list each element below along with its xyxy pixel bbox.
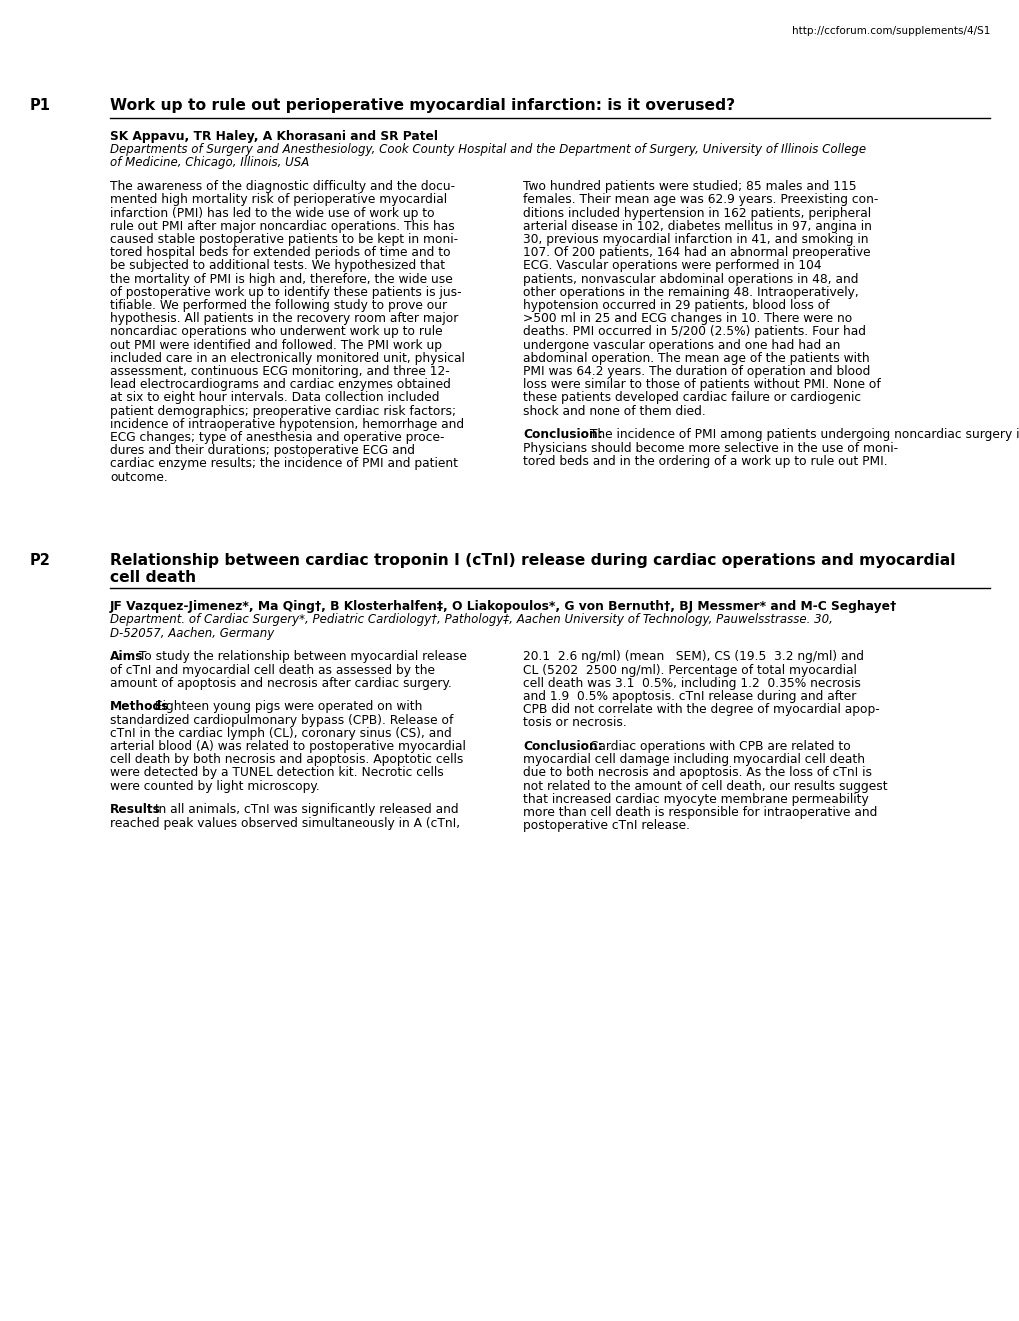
Text: standardized cardiopulmonary bypass (CPB). Release of: standardized cardiopulmonary bypass (CPB… bbox=[110, 713, 452, 727]
Text: patients, nonvascular abdominal operations in 48, and: patients, nonvascular abdominal operatio… bbox=[523, 272, 858, 285]
Text: caused stable postoperative patients to be kept in moni-: caused stable postoperative patients to … bbox=[110, 232, 458, 246]
Text: tored hospital beds for extended periods of time and to: tored hospital beds for extended periods… bbox=[110, 246, 450, 259]
Text: of cTnI and myocardial cell death as assessed by the: of cTnI and myocardial cell death as ass… bbox=[110, 663, 434, 676]
Text: patient demographics; preoperative cardiac risk factors;: patient demographics; preoperative cardi… bbox=[110, 404, 455, 417]
Text: cell death by both necrosis and apoptosis. Apoptotic cells: cell death by both necrosis and apoptosi… bbox=[110, 753, 463, 766]
Text: rule out PMI after major noncardiac operations. This has: rule out PMI after major noncardiac oper… bbox=[110, 219, 454, 232]
Text: ECG changes; type of anesthesia and operative proce-: ECG changes; type of anesthesia and oper… bbox=[110, 431, 444, 444]
Text: http://ccforum.com/supplements/4/S1: http://ccforum.com/supplements/4/S1 bbox=[791, 26, 989, 36]
Text: Work up to rule out perioperative myocardial infarction: is it overused?: Work up to rule out perioperative myocar… bbox=[110, 98, 735, 114]
Text: : To study the relationship between myocardial release: : To study the relationship between myoc… bbox=[131, 650, 467, 663]
Text: 30, previous myocardial infarction in 41, and smoking in: 30, previous myocardial infarction in 41… bbox=[523, 232, 867, 246]
Text: included care in an electronically monitored unit, physical: included care in an electronically monit… bbox=[110, 351, 465, 365]
Text: due to both necrosis and apoptosis. As the loss of cTnI is: due to both necrosis and apoptosis. As t… bbox=[523, 766, 871, 779]
Text: cell death: cell death bbox=[110, 571, 196, 585]
Text: Two hundred patients were studied; 85 males and 115: Two hundred patients were studied; 85 ma… bbox=[523, 180, 856, 193]
Text: CL (5202  2500 ng/ml). Percentage of total myocardial: CL (5202 2500 ng/ml). Percentage of tota… bbox=[523, 663, 856, 676]
Text: not related to the amount of cell death, our results suggest: not related to the amount of cell death,… bbox=[523, 779, 887, 793]
Text: : Cardiac operations with CPB are related to: : Cardiac operations with CPB are relate… bbox=[581, 740, 850, 753]
Text: were counted by light microscopy.: were counted by light microscopy. bbox=[110, 779, 319, 793]
Text: Results: Results bbox=[110, 803, 161, 816]
Text: noncardiac operations who underwent work up to rule: noncardiac operations who underwent work… bbox=[110, 325, 442, 338]
Text: were detected by a TUNEL detection kit. Necrotic cells: were detected by a TUNEL detection kit. … bbox=[110, 766, 443, 779]
Text: out PMI were identified and followed. The PMI work up: out PMI were identified and followed. Th… bbox=[110, 338, 441, 351]
Text: P2: P2 bbox=[30, 553, 51, 568]
Text: incidence of intraoperative hypotension, hemorrhage and: incidence of intraoperative hypotension,… bbox=[110, 417, 464, 431]
Text: ECG. Vascular operations were performed in 104: ECG. Vascular operations were performed … bbox=[523, 259, 821, 272]
Text: Methods: Methods bbox=[110, 700, 169, 713]
Text: hypothesis. All patients in the recovery room after major: hypothesis. All patients in the recovery… bbox=[110, 312, 458, 325]
Text: Relationship between cardiac troponin I (cTnI) release during cardiac operations: Relationship between cardiac troponin I … bbox=[110, 553, 955, 568]
Text: tosis or necrosis.: tosis or necrosis. bbox=[523, 716, 626, 729]
Text: SK Appavu, TR Haley, A Khorasani and SR Patel: SK Appavu, TR Haley, A Khorasani and SR … bbox=[110, 129, 437, 143]
Text: other operations in the remaining 48. Intraoperatively,: other operations in the remaining 48. In… bbox=[523, 285, 858, 299]
Text: loss were similar to those of patients without PMI. None of: loss were similar to those of patients w… bbox=[523, 378, 879, 391]
Text: 20.1  2.6 ng/ml) (mean   SEM), CS (19.5  3.2 ng/ml) and: 20.1 2.6 ng/ml) (mean SEM), CS (19.5 3.2… bbox=[523, 650, 863, 663]
Text: assessment, continuous ECG monitoring, and three 12-: assessment, continuous ECG monitoring, a… bbox=[110, 365, 449, 378]
Text: infarction (PMI) has led to the wide use of work up to: infarction (PMI) has led to the wide use… bbox=[110, 206, 434, 219]
Text: these patients developed cardiac failure or cardiogenic: these patients developed cardiac failure… bbox=[523, 391, 860, 404]
Text: Physicians should become more selective in the use of moni-: Physicians should become more selective … bbox=[523, 441, 898, 454]
Text: be subjected to additional tests. We hypothesized that: be subjected to additional tests. We hyp… bbox=[110, 259, 444, 272]
Text: myocardial cell damage including myocardial cell death: myocardial cell damage including myocard… bbox=[523, 753, 864, 766]
Text: P1: P1 bbox=[30, 98, 51, 114]
Text: postoperative cTnI release.: postoperative cTnI release. bbox=[523, 819, 689, 832]
Text: abdominal operation. The mean age of the patients with: abdominal operation. The mean age of the… bbox=[523, 351, 869, 365]
Text: tifiable. We performed the following study to prove our: tifiable. We performed the following stu… bbox=[110, 299, 446, 312]
Text: >500 ml in 25 and ECG changes in 10. There were no: >500 ml in 25 and ECG changes in 10. The… bbox=[523, 312, 852, 325]
Text: and 1.9  0.5% apoptosis. cTnI release during and after: and 1.9 0.5% apoptosis. cTnI release dur… bbox=[523, 690, 856, 703]
Text: arterial disease in 102, diabetes mellitus in 97, angina in: arterial disease in 102, diabetes mellit… bbox=[523, 219, 871, 232]
Text: of Medicine, Chicago, Illinois, USA: of Medicine, Chicago, Illinois, USA bbox=[110, 156, 309, 169]
Text: deaths. PMI occurred in 5/200 (2.5%) patients. Four had: deaths. PMI occurred in 5/200 (2.5%) pat… bbox=[523, 325, 865, 338]
Text: of postoperative work up to identify these patients is jus-: of postoperative work up to identify the… bbox=[110, 285, 462, 299]
Text: CPB did not correlate with the degree of myocardial apop-: CPB did not correlate with the degree of… bbox=[523, 703, 878, 716]
Text: outcome.: outcome. bbox=[110, 470, 167, 483]
Text: : In all animals, cTnI was significantly released and: : In all animals, cTnI was significantly… bbox=[148, 803, 459, 816]
Text: more than cell death is responsible for intraoperative and: more than cell death is responsible for … bbox=[523, 806, 876, 819]
Text: cTnI in the cardiac lymph (CL), coronary sinus (CS), and: cTnI in the cardiac lymph (CL), coronary… bbox=[110, 727, 451, 740]
Text: tored beds and in the ordering of a work up to rule out PMI.: tored beds and in the ordering of a work… bbox=[523, 454, 887, 468]
Text: ditions included hypertension in 162 patients, peripheral: ditions included hypertension in 162 pat… bbox=[523, 206, 870, 219]
Text: lead electrocardiograms and cardiac enzymes obtained: lead electrocardiograms and cardiac enzy… bbox=[110, 378, 450, 391]
Text: JF Vazquez-Jimenez*, Ma Qing†, B Klosterhalfen‡, O Liakopoulos*, G von Bernuth†,: JF Vazquez-Jimenez*, Ma Qing†, B Kloster… bbox=[110, 600, 897, 613]
Text: mented high mortality risk of perioperative myocardial: mented high mortality risk of perioperat… bbox=[110, 193, 446, 206]
Text: : The incidence of PMI among patients undergoing noncardiac surgery is low and i: : The incidence of PMI among patients un… bbox=[581, 428, 1019, 441]
Text: : Eighteen young pigs were operated on with: : Eighteen young pigs were operated on w… bbox=[148, 700, 423, 713]
Text: females. Their mean age was 62.9 years. Preexisting con-: females. Their mean age was 62.9 years. … bbox=[523, 193, 877, 206]
Text: The awareness of the diagnostic difficulty and the docu-: The awareness of the diagnostic difficul… bbox=[110, 180, 454, 193]
Text: cell death was 3.1  0.5%, including 1.2  0.35% necrosis: cell death was 3.1 0.5%, including 1.2 0… bbox=[523, 676, 860, 690]
Text: that increased cardiac myocyte membrane permeability: that increased cardiac myocyte membrane … bbox=[523, 793, 868, 806]
Text: cardiac enzyme results; the incidence of PMI and patient: cardiac enzyme results; the incidence of… bbox=[110, 457, 458, 470]
Text: undergone vascular operations and one had had an: undergone vascular operations and one ha… bbox=[523, 338, 840, 351]
Text: Conclusion:: Conclusion: bbox=[523, 428, 602, 441]
Text: arterial blood (A) was related to postoperative myocardial: arterial blood (A) was related to postop… bbox=[110, 740, 466, 753]
Text: Conclusion:: Conclusion: bbox=[523, 740, 602, 753]
Text: D-52057, Aachen, Germany: D-52057, Aachen, Germany bbox=[110, 626, 274, 639]
Text: dures and their durations; postoperative ECG and: dures and their durations; postoperative… bbox=[110, 444, 415, 457]
Text: PMI was 64.2 years. The duration of operation and blood: PMI was 64.2 years. The duration of oper… bbox=[523, 365, 869, 378]
Text: 107. Of 200 patients, 164 had an abnormal preoperative: 107. Of 200 patients, 164 had an abnorma… bbox=[523, 246, 870, 259]
Text: Aims: Aims bbox=[110, 650, 144, 663]
Text: shock and none of them died.: shock and none of them died. bbox=[523, 404, 705, 417]
Text: the mortality of PMI is high and, therefore, the wide use: the mortality of PMI is high and, theref… bbox=[110, 272, 452, 285]
Text: hypotension occurred in 29 patients, blood loss of: hypotension occurred in 29 patients, blo… bbox=[523, 299, 828, 312]
Text: Department. of Cardiac Surgery*, Pediatric Cardiology†, Pathology‡, Aachen Unive: Department. of Cardiac Surgery*, Pediatr… bbox=[110, 613, 833, 626]
Text: at six to eight hour intervals. Data collection included: at six to eight hour intervals. Data col… bbox=[110, 391, 439, 404]
Text: amount of apoptosis and necrosis after cardiac surgery.: amount of apoptosis and necrosis after c… bbox=[110, 676, 451, 690]
Text: Departments of Surgery and Anesthesiology, Cook County Hospital and the Departme: Departments of Surgery and Anesthesiolog… bbox=[110, 143, 865, 156]
Text: reached peak values observed simultaneously in A (cTnI,: reached peak values observed simultaneou… bbox=[110, 816, 460, 830]
